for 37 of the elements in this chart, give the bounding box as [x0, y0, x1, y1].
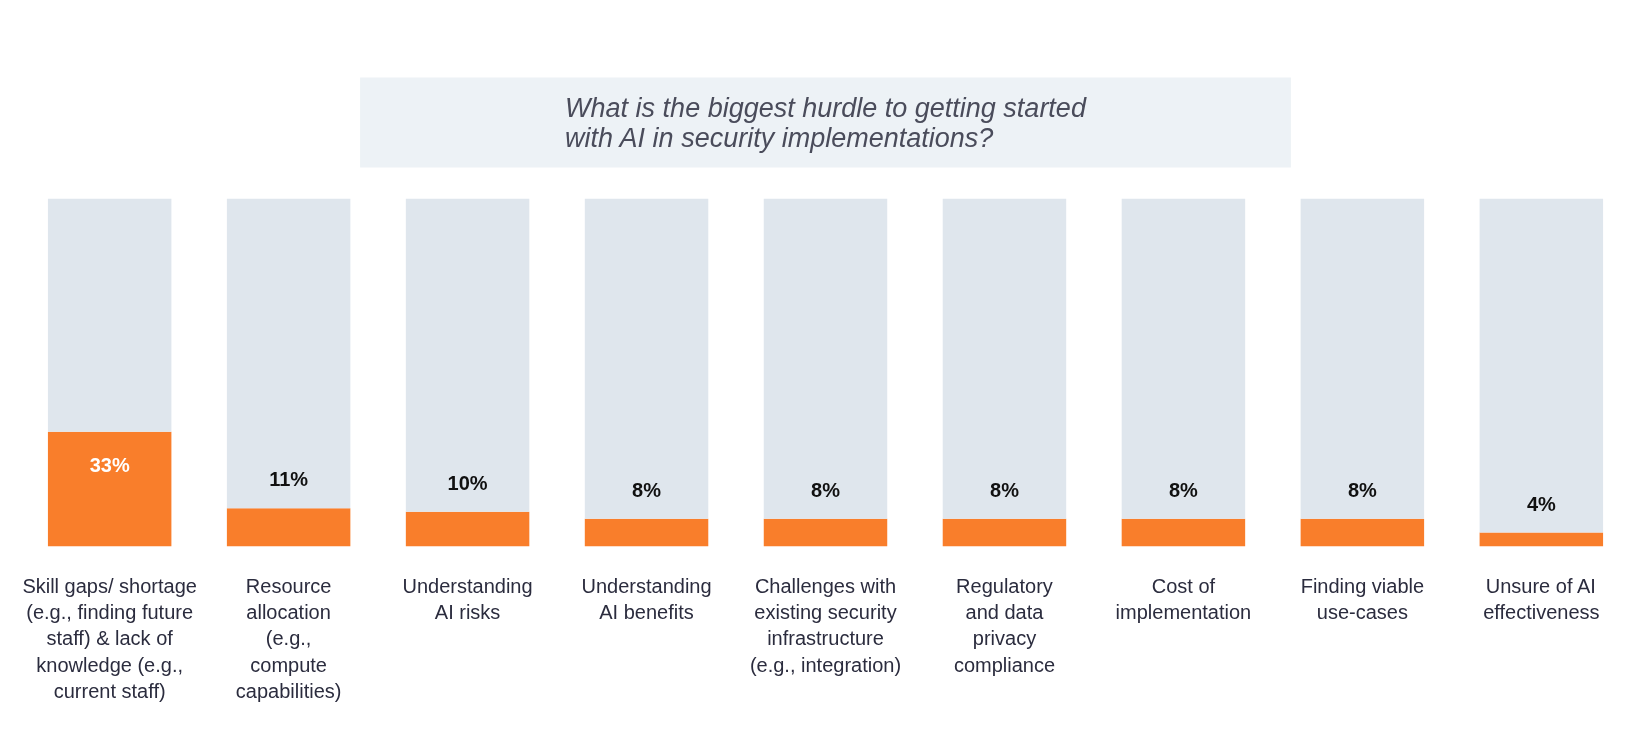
x-tick-label: Challenges with existing security infrastructure (e.g., integration) [749, 574, 902, 676]
bar [226, 508, 351, 547]
data-label: 8% [1168, 478, 1199, 501]
data-label: 8% [990, 478, 1020, 501]
bar [1300, 198, 1425, 519]
bar [405, 198, 530, 512]
x-tick-label: Regulatory and data privacy compliance [953, 574, 1056, 676]
x-tick-label: Cost of implementation [1115, 574, 1252, 623]
x-tick-label: Understanding AI risks [402, 574, 533, 623]
data-label: 8% [632, 478, 662, 501]
bar [1479, 198, 1604, 533]
x-tick-label: Resource allocation (e.g., compute capabilities) [235, 574, 342, 703]
bar [47, 431, 172, 547]
x-tick-label: Skill gaps/ shortage (e.g., finding future staff) & lack of knowledge (e.g., current staff) [22, 574, 197, 703]
bar [405, 511, 530, 547]
data-label: 10% [447, 471, 488, 494]
chart-title: What is the biggest hurdle to getting started with AI in security implementations? [565, 92, 1087, 153]
bar [1479, 532, 1604, 547]
bar [1121, 518, 1246, 547]
bar [763, 198, 888, 519]
data-label: 4% [1526, 492, 1557, 515]
bar [942, 198, 1067, 519]
data-label: 33% [89, 453, 130, 476]
x-tick-label: Finding viable use-cases [1300, 574, 1425, 623]
data-label: 11% [269, 468, 309, 491]
data-label: 8% [1347, 478, 1378, 501]
bar [942, 518, 1067, 547]
data-label: 8% [811, 478, 841, 501]
x-tick-label: Unsure of AI effectiveness [1483, 574, 1600, 623]
x-tick-label: Understanding AI benefits [581, 574, 712, 623]
bar [1121, 198, 1246, 519]
bar [47, 198, 172, 432]
bar [1300, 518, 1425, 547]
bar [584, 518, 709, 547]
bar [226, 198, 351, 509]
bar [763, 518, 888, 547]
bar [584, 198, 709, 519]
